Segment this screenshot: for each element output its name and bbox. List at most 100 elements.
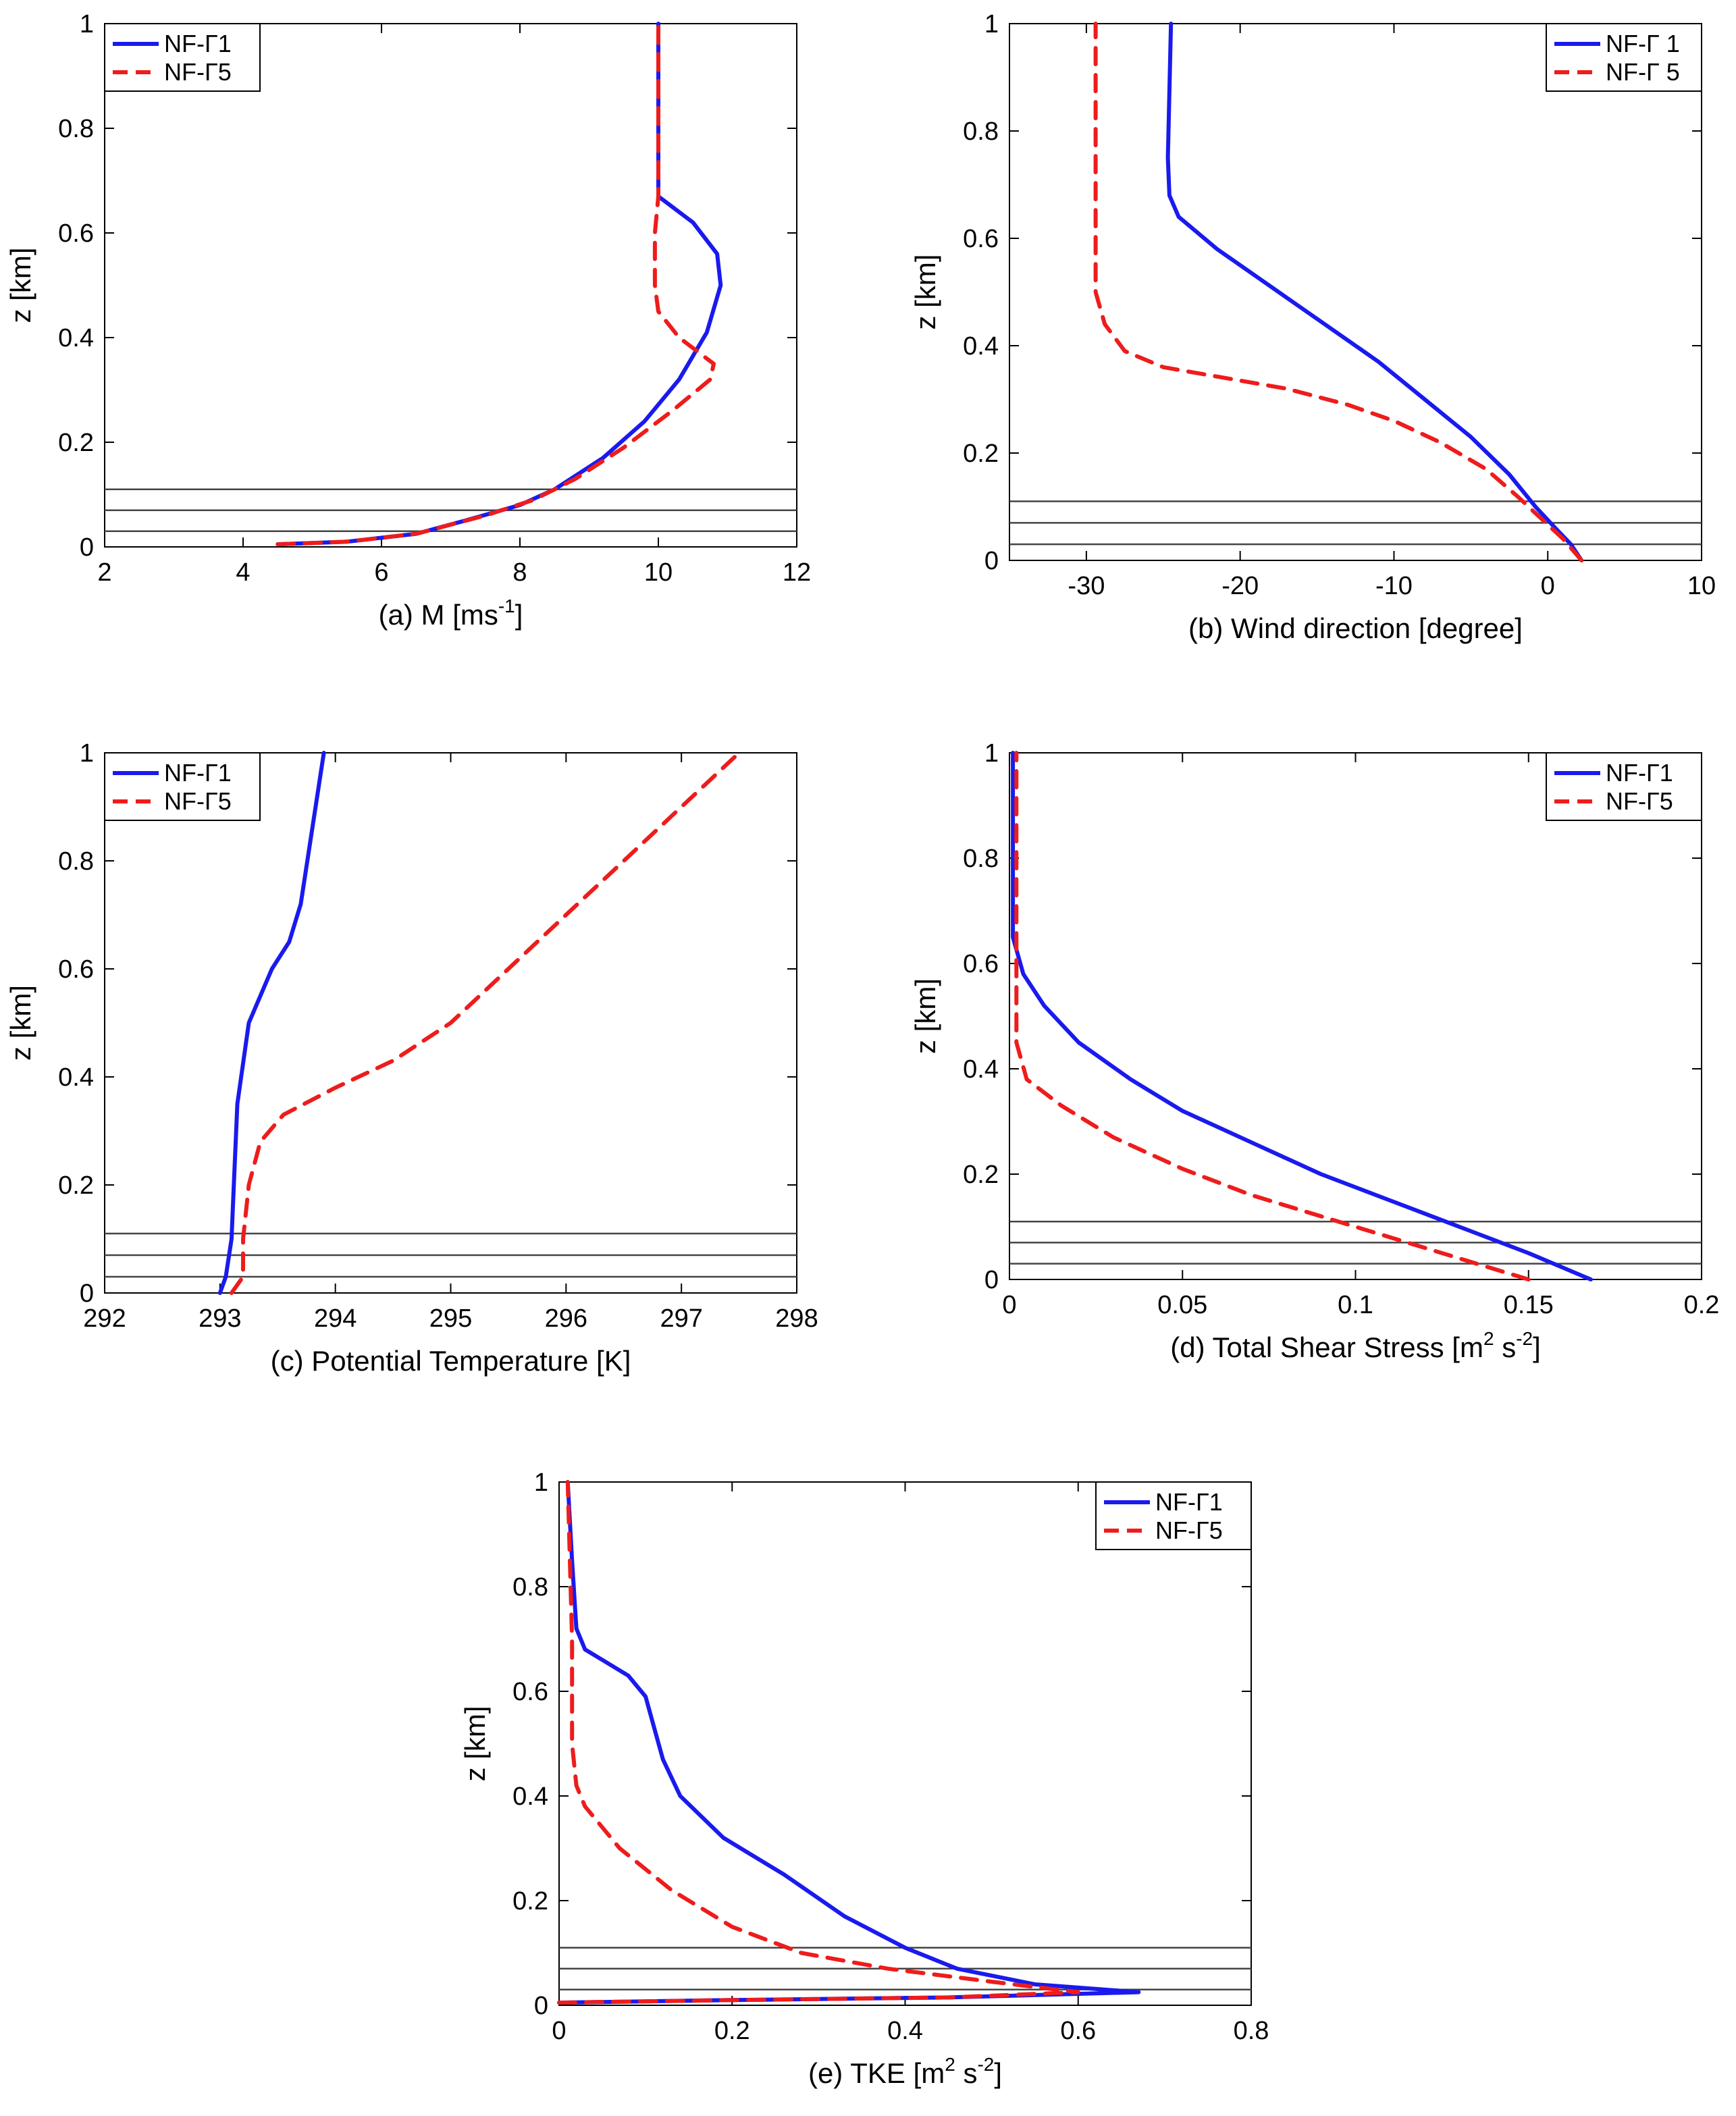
series-line-2 [1014,751,1531,1281]
x-tick-label: 0.1 [1338,1291,1373,1319]
legend-label-2: NF-Γ5 [1606,787,1673,815]
legend-label-1: NF-Γ1 [164,759,232,787]
legend-label-1: NF-Γ 1 [1606,30,1680,57]
x-tick-label: 0.05 [1157,1291,1207,1319]
x-tick-label: 0 [552,2017,566,2045]
y-tick-label: 0.4 [963,332,999,361]
series-line-1 [557,1480,1141,2005]
y-tick-label: 0.6 [58,219,94,248]
series-line-2 [557,1480,1080,2005]
y-tick-label: 0 [80,1279,94,1308]
y-tick-label: 0.2 [512,1887,548,1915]
y-tick-label: 0.2 [963,1161,999,1189]
legend-box [1546,23,1702,92]
x-axis-label-part: ] [994,2057,1002,2089]
x-tick-label: 295 [429,1304,472,1333]
x-tick-label: 298 [775,1304,818,1333]
x-axis-label-part: ] [515,599,523,631]
x-tick-label: 294 [314,1304,357,1333]
y-axis-label: z [km] [910,255,941,330]
x-axis-label: (d) Total Shear Stress [m2 s-2] [1170,1328,1541,1363]
x-tick-label: 0.2 [1684,1291,1720,1319]
x-tick-label: 10 [1687,572,1716,600]
y-tick-label: 0.2 [58,429,94,457]
x-tick-label: 0.15 [1504,1291,1554,1319]
x-axis-label: (a) M [ms-1] [379,596,523,631]
y-tick-label: 1 [80,10,94,38]
panel-c: 292 293 294 295 296 297 298 0 0.2 0.4 0.6 0.8 1 (c) P… [5,739,818,1377]
y-axis-label: z [km] [459,1706,491,1782]
plot-frame [1009,752,1702,1280]
series-line-2 [229,751,741,1295]
x-tick-label: 0.2 [714,2017,750,2045]
x-tick-label: 0.8 [1234,2017,1269,2045]
x-axis-label-part: -1 [498,596,515,616]
y-tick-label: 0.6 [58,955,94,984]
x-tick-label: -10 [1375,572,1413,600]
legend-label-2: NF-Γ5 [164,787,232,815]
legend-label-1: NF-Γ1 [1606,759,1673,787]
legend-box [1546,752,1702,821]
y-tick-label: 0.6 [963,950,999,978]
y-tick-label: 1 [534,1469,548,1497]
x-tick-label: 10 [644,558,673,587]
legend-label-1: NF-Γ1 [164,30,232,57]
x-tick-label: 12 [783,558,811,587]
plot-frame [558,1481,1252,2006]
legend-label-2: NF-Γ5 [1155,1516,1223,1544]
x-tick-label: 4 [236,558,250,587]
y-tick-label: 0 [984,1266,999,1294]
legend-label-1: NF-Γ1 [1155,1488,1223,1516]
x-axis-label: (b) Wind direction [degree] [1188,612,1523,644]
x-tick-label: 0.4 [887,2017,923,2045]
plot-frame [1009,23,1702,561]
y-tick-label: 0.2 [963,440,999,468]
y-axis-label: z [km] [5,248,36,323]
x-tick-label: 0.6 [1060,2017,1096,2045]
y-tick-label: 0.6 [512,1678,548,1706]
x-axis-label: (c) Potential Temperature [K] [271,1345,631,1377]
panel-d: 0 0.05 0.1 0.15 0.2 0 0.2 0.4 0.6 0.8 1 (d) Total S… [910,739,1719,1363]
y-tick-label: 0.6 [963,225,999,253]
y-tick-label: 0 [984,547,999,575]
x-tick-label: 292 [83,1304,126,1333]
x-tick-label: 297 [660,1304,702,1333]
y-tick-label: 0.8 [58,847,94,876]
series-line-1 [1165,22,1584,562]
x-tick-label: 2 [97,558,111,587]
panel-a: 2 4 6 8 10 12 0 0.2 0.4 0.6 0.8 1 (a) M [ms-1] z [km]… [5,10,811,631]
x-axis-label-part: (d) Total Shear Stress [m [1170,1331,1483,1363]
legend-box [1095,1481,1252,1550]
legend-box [104,23,261,92]
x-tick-label: 0 [1002,1291,1016,1319]
y-tick-label: 1 [984,739,999,768]
series-line-2 [275,22,716,547]
x-axis-label-part: -2 [977,2054,994,2075]
x-tick-label: -20 [1221,572,1259,600]
x-tick-label: -30 [1068,572,1105,600]
y-tick-label: 0 [534,1992,548,2020]
x-axis-label-part: s [955,2057,978,2089]
legend-label-2: NF-Γ5 [164,58,232,86]
y-axis-label: z [km] [5,985,36,1061]
x-axis-label-part: (e) TKE [m [808,2057,945,2089]
panel-e: 0 0.2 0.4 0.6 0.8 0 0.2 0.4 0.6 0.8 1 (e) TKE [m2 s… [459,1469,1269,2089]
legend-box [104,752,261,821]
x-axis-label-part: -2 [1516,1328,1533,1349]
x-axis-label-part: s [1494,1331,1517,1363]
x-tick-label: 6 [374,558,388,587]
y-tick-label: 0.4 [963,1055,999,1084]
x-tick-label: 293 [199,1304,241,1333]
x-axis-label-part: (b) Wind direction [degree] [1188,612,1523,644]
y-tick-label: 0.2 [58,1171,94,1200]
x-axis-label-part: (a) M [ms [379,599,498,631]
y-tick-label: 0.8 [58,115,94,143]
y-axis-label: z [km] [910,978,941,1054]
series-line-2 [1093,22,1584,562]
x-axis-label: (e) TKE [m2 s-2] [808,2054,1002,2089]
legend-label-2: NF-Γ 5 [1606,58,1680,86]
x-tick-label: 8 [512,558,527,587]
x-axis-label-part: 2 [1483,1328,1494,1349]
y-tick-label: 0.4 [512,1782,548,1811]
panel-b: -30 -20 -10 0 10 0 0.2 0.4 0.6 0.8 1 (b) Wind direc… [910,10,1716,644]
